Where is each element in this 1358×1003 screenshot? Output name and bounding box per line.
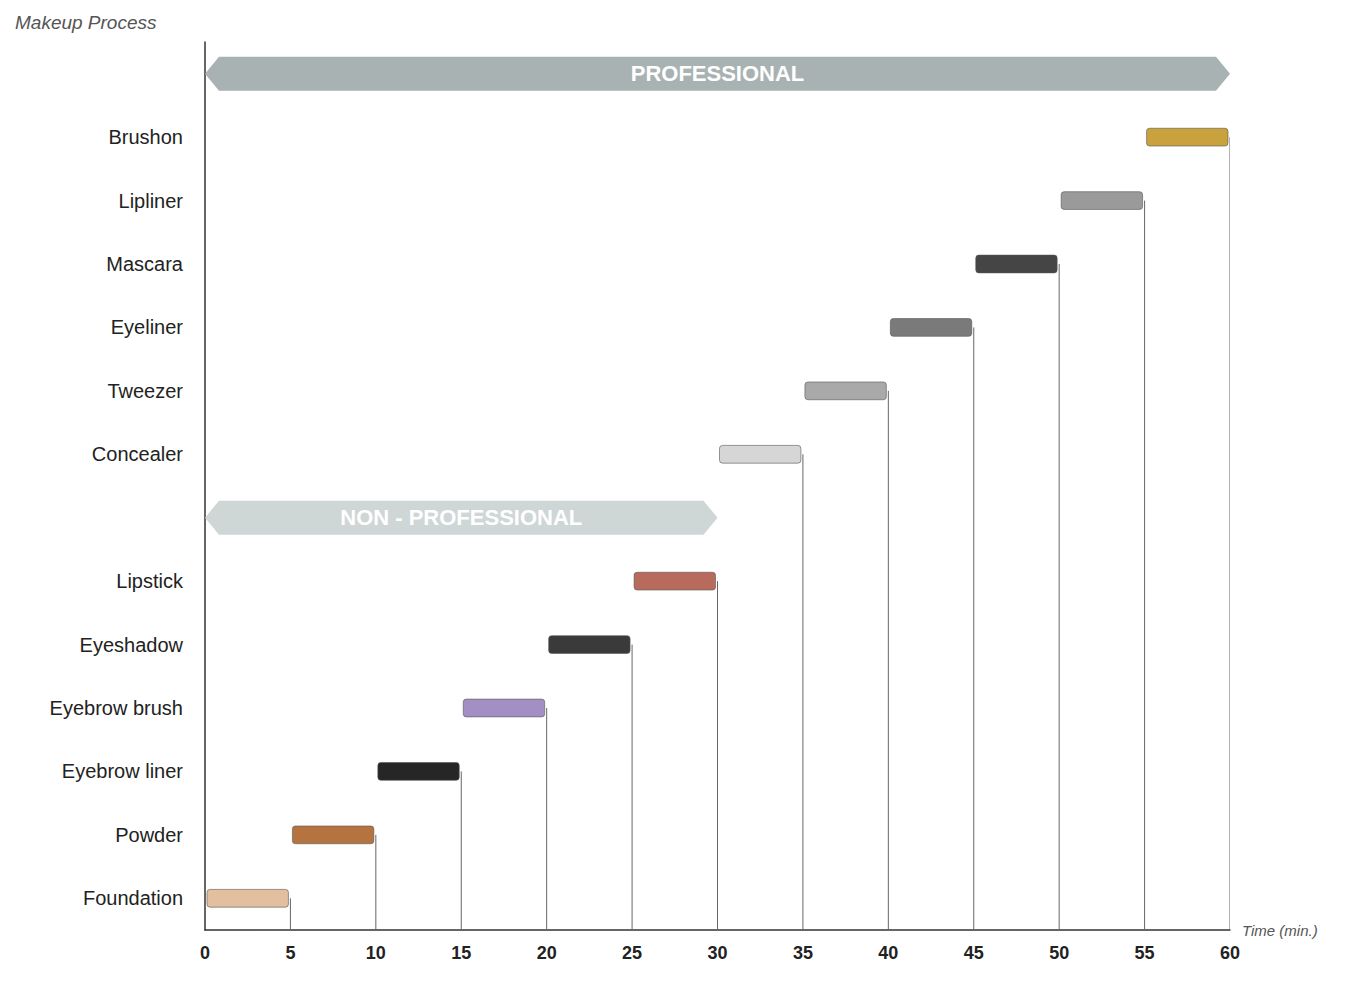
svg-text:Brushon: Brushon: [109, 126, 184, 148]
svg-text:60: 60: [1220, 943, 1240, 963]
svg-text:Eyebrow liner: Eyebrow liner: [62, 760, 184, 782]
svg-text:Tweezer: Tweezer: [107, 380, 183, 402]
svg-text:Concealer: Concealer: [92, 443, 184, 465]
svg-text:35: 35: [793, 943, 813, 963]
svg-text:15: 15: [451, 943, 471, 963]
svg-text:20: 20: [537, 943, 557, 963]
svg-text:Foundation: Foundation: [83, 887, 183, 909]
svg-text:Eyeshadow: Eyeshadow: [80, 634, 184, 656]
svg-text:30: 30: [707, 943, 727, 963]
svg-text:Eyebrow brush: Eyebrow brush: [50, 697, 183, 719]
svg-text:55: 55: [1135, 943, 1155, 963]
svg-text:10: 10: [366, 943, 386, 963]
svg-text:40: 40: [878, 943, 898, 963]
svg-text:Mascara: Mascara: [106, 253, 184, 275]
svg-text:PROFESSIONAL: PROFESSIONAL: [631, 61, 805, 86]
svg-text:Lipliner: Lipliner: [119, 190, 184, 212]
svg-text:50: 50: [1049, 943, 1069, 963]
svg-text:NON - PROFESSIONAL: NON - PROFESSIONAL: [340, 505, 582, 530]
svg-text:Makeup Process: Makeup Process: [15, 12, 157, 33]
svg-text:Lipstick: Lipstick: [116, 570, 184, 592]
svg-text:Powder: Powder: [115, 824, 183, 846]
svg-text:45: 45: [964, 943, 984, 963]
svg-text:0: 0: [200, 943, 210, 963]
svg-text:25: 25: [622, 943, 642, 963]
svg-text:5: 5: [285, 943, 295, 963]
svg-text:Time (min.): Time (min.): [1242, 922, 1318, 939]
svg-text:Eyeliner: Eyeliner: [111, 316, 184, 338]
